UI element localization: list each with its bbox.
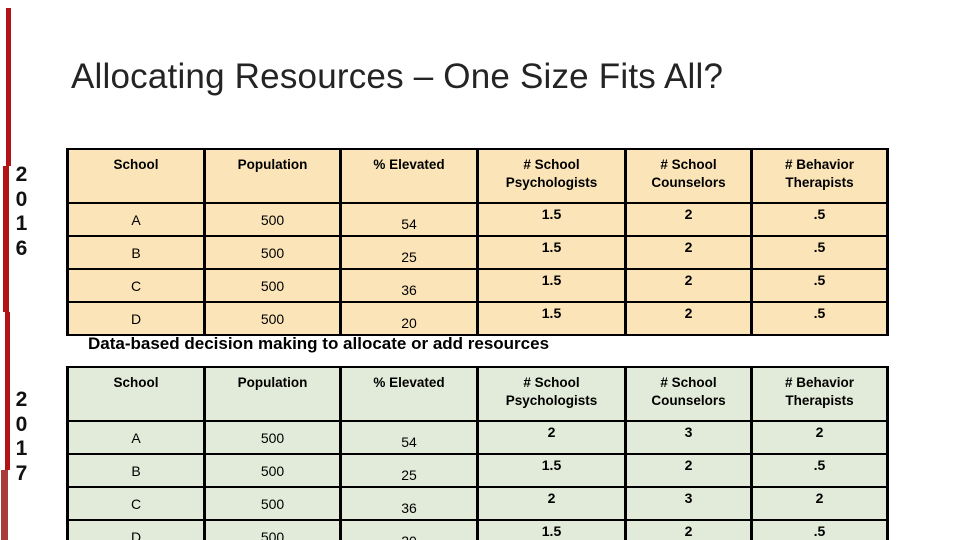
resource-table-2016: School Population % Elevated # School Ps… — [66, 148, 889, 336]
data-cell: C — [66, 268, 206, 303]
data-cell: 500 — [203, 268, 342, 303]
year-label-2016: 2016 — [15, 163, 28, 260]
data-cell: .5 — [750, 301, 889, 336]
red-accent-bar-segment-2 — [3, 166, 9, 312]
data-cell: B — [66, 235, 206, 270]
data-cell: 1.5 — [476, 268, 627, 303]
table-row: B 500 25 1.5 2 .5 — [66, 453, 889, 488]
red-accent-bar-segment-3 — [5, 312, 10, 470]
red-accent-bar-segment-1 — [6, 8, 11, 166]
data-cell: 2 — [624, 301, 753, 336]
data-cell: .5 — [750, 268, 889, 303]
data-cell: 2 — [624, 453, 753, 488]
header-cell-school: School — [66, 148, 206, 204]
data-cell: 1.5 — [476, 301, 627, 336]
data-cell: 25 — [339, 453, 479, 488]
data-cell: A — [66, 420, 206, 455]
header-cell-elevated: % Elevated — [339, 148, 479, 204]
slide-title: Allocating Resources – One Size Fits All… — [71, 57, 724, 96]
year-label-2017: 2017 — [15, 388, 28, 485]
header-cell-counselors: # School Counselors — [624, 148, 753, 204]
data-cell: 500 — [203, 453, 342, 488]
data-cell: 36 — [339, 486, 479, 521]
data-cell: 2 — [624, 268, 753, 303]
table-row: A 500 54 1.5 2 .5 — [66, 202, 889, 237]
data-cell: 3 — [624, 420, 753, 455]
subtitle: Data-based decision making to allocate o… — [88, 334, 550, 353]
data-cell: 2 — [750, 486, 889, 521]
red-accent-bar-segment-4 — [1, 470, 8, 540]
data-cell: 500 — [203, 202, 342, 237]
data-cell: 2 — [624, 519, 753, 540]
data-cell: 25 — [339, 235, 479, 270]
data-cell: 500 — [203, 486, 342, 521]
header-cell-therapists: # Behavior Therapists — [750, 148, 889, 204]
table-row: C 500 36 2 3 2 — [66, 486, 889, 521]
data-cell: 500 — [203, 301, 342, 336]
data-cell: 1.5 — [476, 519, 627, 540]
data-cell: 54 — [339, 420, 479, 455]
header-cell-psychologists: # School Psychologists — [476, 148, 627, 204]
data-cell: 20 — [339, 519, 479, 540]
data-cell: 2 — [476, 486, 627, 521]
data-cell: 54 — [339, 202, 479, 237]
data-cell: 2 — [624, 235, 753, 270]
data-cell: .5 — [750, 202, 889, 237]
table-row: D 500 20 1.5 2 .5 — [66, 519, 889, 540]
header-cell-population: Population — [203, 366, 342, 422]
header-cell-therapists: # Behavior Therapists — [750, 366, 889, 422]
table-row: C 500 36 1.5 2 .5 — [66, 268, 889, 303]
data-cell: 1.5 — [476, 202, 627, 237]
data-cell: .5 — [750, 519, 889, 540]
data-cell: 2 — [750, 420, 889, 455]
data-cell: D — [66, 519, 206, 540]
data-cell: .5 — [750, 453, 889, 488]
header-cell-population: Population — [203, 148, 342, 204]
data-cell: 500 — [203, 235, 342, 270]
data-cell: D — [66, 301, 206, 336]
data-cell: 20 — [339, 301, 479, 336]
data-cell: 1.5 — [476, 235, 627, 270]
header-cell-elevated: % Elevated — [339, 366, 479, 422]
table-header-row: School Population % Elevated # School Ps… — [66, 366, 889, 422]
table-row: B 500 25 1.5 2 .5 — [66, 235, 889, 270]
table-header-row: School Population % Elevated # School Ps… — [66, 148, 889, 204]
header-cell-school: School — [66, 366, 206, 422]
table-row: D 500 20 1.5 2 .5 — [66, 301, 889, 336]
data-cell: C — [66, 486, 206, 521]
table-row: A 500 54 2 3 2 — [66, 420, 889, 455]
data-cell: B — [66, 453, 206, 488]
data-cell: .5 — [750, 235, 889, 270]
resource-table-2017: School Population % Elevated # School Ps… — [66, 366, 889, 540]
header-cell-counselors: # School Counselors — [624, 366, 753, 422]
data-cell: A — [66, 202, 206, 237]
data-cell: 500 — [203, 420, 342, 455]
data-cell: 1.5 — [476, 453, 627, 488]
header-cell-psychologists: # School Psychologists — [476, 366, 627, 422]
data-cell: 36 — [339, 268, 479, 303]
data-cell: 2 — [476, 420, 627, 455]
data-cell: 500 — [203, 519, 342, 540]
data-cell: 3 — [624, 486, 753, 521]
data-cell: 2 — [624, 202, 753, 237]
